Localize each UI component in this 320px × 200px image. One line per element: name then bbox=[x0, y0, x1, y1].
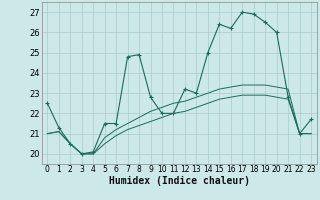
X-axis label: Humidex (Indice chaleur): Humidex (Indice chaleur) bbox=[109, 176, 250, 186]
